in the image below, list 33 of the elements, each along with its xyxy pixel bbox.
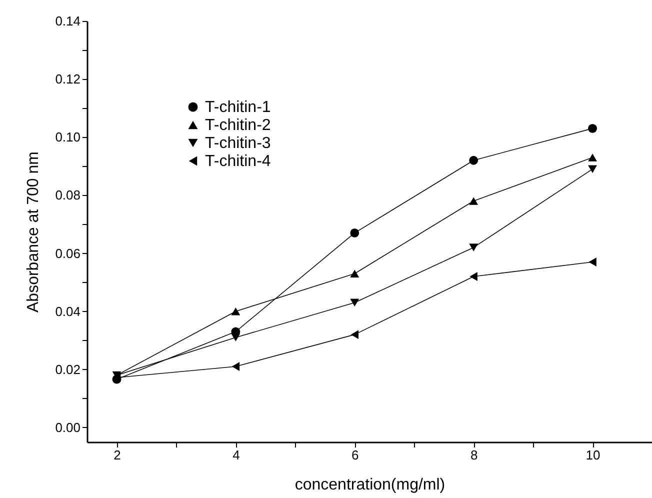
- legend-label: T-chitin-1: [205, 99, 271, 116]
- point: [588, 124, 597, 133]
- point: [231, 307, 240, 316]
- x-tick-label: 10: [586, 448, 600, 462]
- point: [232, 362, 240, 371]
- legend-label: T-chitin-4: [205, 153, 271, 170]
- legend-label: T-chitin-2: [205, 117, 271, 134]
- point: [350, 270, 360, 278]
- point: [588, 154, 597, 162]
- y-axis-title: Absorbance at 700 nm: [25, 152, 42, 312]
- x-tick-label: 2: [114, 448, 121, 462]
- y-tick-label: 0.14: [55, 14, 80, 28]
- point: [588, 258, 596, 266]
- x-tick-label: 8: [470, 448, 478, 462]
- point: [469, 156, 478, 165]
- point: [469, 244, 478, 252]
- y-tick-label: 0.10: [55, 130, 80, 145]
- y-tick-label: 0.02: [55, 362, 80, 377]
- y-tick-label: 0.12: [55, 72, 80, 87]
- point: [588, 165, 597, 173]
- y-tick-label: 0.06: [55, 246, 80, 261]
- point: [350, 330, 359, 340]
- y-tick-label: 0.04: [55, 304, 80, 319]
- point: [350, 298, 360, 307]
- x-tick-label: 4: [232, 448, 240, 462]
- point: [350, 228, 360, 238]
- legend-label: T-chitin-3: [205, 135, 271, 152]
- point: [469, 197, 478, 205]
- x-tick-label: 6: [352, 448, 359, 462]
- y-tick-label: 0.08: [55, 188, 80, 203]
- y-tick-label: 0.00: [55, 420, 80, 435]
- x-axis-title: concentration(mg/ml): [294, 476, 446, 494]
- point: [470, 272, 478, 281]
